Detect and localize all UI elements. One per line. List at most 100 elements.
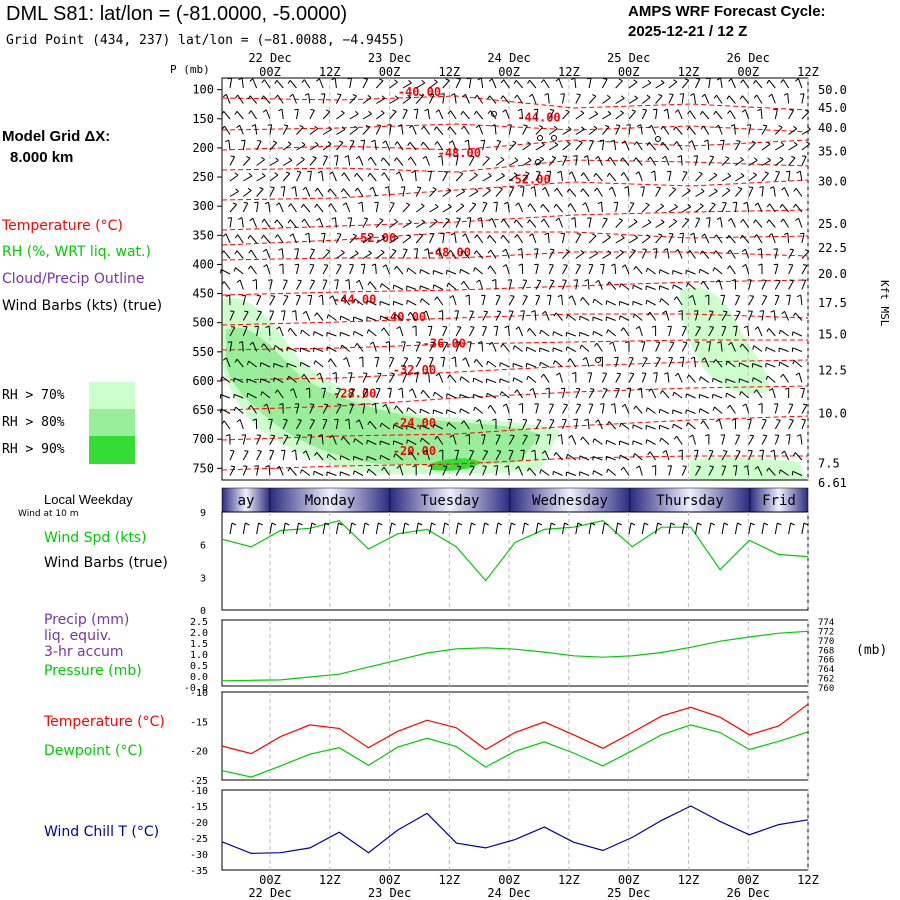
bottom-hour-label: 12Z: [438, 873, 460, 887]
surface-wind-barb: [229, 522, 233, 535]
isotherm-line-7: [221, 251, 809, 261]
legend-rh80-label: RH > 80%: [2, 415, 65, 430]
weekday-band: [629, 487, 751, 513]
isotherm-line-13: [221, 415, 809, 441]
top-hour-label: 12Z: [797, 65, 819, 79]
surface-wind-barb: [748, 522, 752, 535]
pressure-tick-label: 300: [192, 199, 214, 213]
isotherm-line-10: [221, 339, 808, 351]
calm-wind-circle: [595, 357, 601, 363]
chill-y-tick: -35: [190, 866, 208, 877]
pressure-y-tick: 762: [818, 675, 834, 685]
surface-wind-barb: [468, 522, 472, 535]
surface-wind-barb: [548, 522, 552, 535]
wind-chill-label: Wind Chill T (°C): [44, 824, 160, 840]
top-date-label: 24 Dec: [487, 51, 530, 65]
chill-y-tick: -15: [190, 802, 208, 813]
precip-y-tick: 0.0: [190, 672, 208, 683]
dewpoint-label: Dewpoint (°C): [44, 743, 143, 759]
rh-shade-1: [226, 327, 540, 466]
surface-wind-barb: [522, 522, 526, 535]
weekday-band: [509, 487, 631, 513]
surface-wind-barb: [349, 522, 353, 535]
temperature-line: [221, 703, 809, 755]
height-tick-label: 40.0: [818, 121, 847, 135]
calm-wind-circle: [491, 111, 497, 117]
legend-rh70-label: RH > 70%: [2, 388, 65, 403]
surface-wind-barb: [588, 522, 592, 535]
isotherm-label: -32.00: [393, 363, 436, 377]
pressure-tick-label: 200: [192, 141, 214, 155]
wind-chill-panel-frame: [221, 789, 809, 871]
temp-y-tick: -15: [190, 717, 208, 728]
surface-wind-barb: [455, 522, 459, 535]
surface-wind-barb: [482, 522, 486, 535]
forecast-cycle-label: AMPS WRF Forecast Cycle:: [628, 3, 826, 20]
weekday-title: Local Weekday: [44, 492, 133, 507]
surface-wind-barb: [322, 522, 326, 535]
pressure-y-tick: 766: [818, 656, 834, 666]
top-hour-label: 00Z: [259, 65, 281, 79]
wind-chill-line: [221, 805, 809, 855]
surface-wind-barb: [508, 522, 512, 535]
weekday-label: Monday: [305, 493, 356, 509]
wind-y-tick: 3: [200, 573, 206, 584]
isotherm-line-6: [221, 231, 809, 246]
chart-title: DML S81: lat/lon = (-81.0000, -5.0000): [6, 3, 348, 25]
top-hour-label: 12Z: [678, 65, 700, 79]
height-tick-label: 30.0: [818, 175, 847, 189]
wind-speed-label: Wind Spd (kts): [44, 530, 147, 546]
legend-rh: RH (%, WRT liq. wat.): [2, 244, 151, 260]
isotherm-label: -44.00: [517, 110, 560, 124]
surface-wind-barb: [242, 522, 246, 535]
precip-pressure-panel: 2.52.01.51.00.50.0-0.0 774772770768766764…: [184, 617, 834, 694]
surface-wind-barb: [335, 522, 339, 535]
precip-label-liq: liq. equiv.: [44, 628, 112, 644]
temperature-label: Temperature (°C): [44, 714, 165, 730]
legend-temperature: Temperature (°C): [2, 218, 123, 234]
surface-wind-barb: [495, 522, 499, 535]
weekday-band: [221, 487, 271, 513]
chill-y-tick: -10: [190, 786, 208, 797]
weekday-label: ay: [238, 493, 255, 509]
bottom-date-label: 25 Dec: [607, 886, 650, 900]
height-tick-label: 7.5: [818, 457, 840, 471]
wind-y-tick: 6: [200, 541, 206, 552]
isotherm-label: -48.00: [438, 146, 481, 160]
bottom-hour-label: 00Z: [498, 873, 520, 887]
top-date-label: 22 Dec: [248, 51, 291, 65]
surface-wind-barb: [695, 522, 698, 535]
weekday-band: [749, 487, 809, 513]
surface-wind-barb: [575, 522, 579, 535]
top-date-label: 23 Dec: [368, 51, 411, 65]
height-tick-label: 17.5: [818, 296, 847, 310]
legend-rh80-swatch: [89, 409, 135, 436]
isotherm-line-1: [221, 123, 809, 133]
wind-speed-panel-frame: [221, 511, 809, 611]
bottom-date-label: 22 Dec: [248, 886, 291, 900]
surface-wind-barb: [442, 522, 446, 535]
surface-wind-barb: [415, 522, 419, 535]
precip-y-tick: 1.5: [190, 639, 208, 650]
pressure-tick-label: 250: [192, 170, 214, 184]
forecast-cycle-value: 2025-12-21 / 12 Z: [628, 23, 748, 40]
surface-wind-barb: [708, 522, 712, 535]
legend-wind-barbs: Wind Barbs (kts) (true): [2, 298, 163, 314]
surface-wind-barb: [562, 522, 565, 535]
calm-wind-circle: [551, 135, 557, 141]
pressure-tick-label: 650: [192, 403, 214, 417]
pressure-unit: (mb): [856, 643, 888, 658]
surface-wind-barb: [309, 522, 313, 535]
height-axis-title: Kft MSL: [878, 280, 891, 327]
isotherm-line-9: [221, 313, 809, 326]
surface-wind-barb: [628, 522, 632, 535]
legend-rh90-label: RH > 90%: [2, 442, 65, 457]
pressure-y-tick: 774: [818, 618, 834, 628]
isotherm-label: -24.00: [393, 416, 436, 430]
surface-wind-barb: [761, 522, 765, 535]
surface-wind-barb: [774, 522, 778, 535]
model-grid-value: 8.000 km: [10, 149, 74, 166]
surface-wind-barb: [801, 522, 805, 535]
